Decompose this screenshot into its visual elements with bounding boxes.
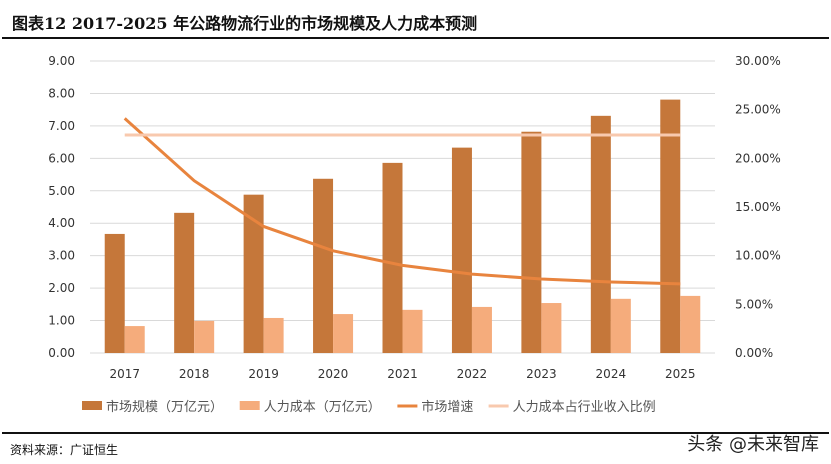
- x-tick-label: 2018: [179, 367, 210, 381]
- x-tick-label: 2020: [318, 367, 349, 381]
- legend-label: 人力成本（万亿元）: [264, 400, 381, 415]
- legend-label: 市场规模（万亿元）: [106, 399, 223, 415]
- y-right-tick-label: 15.00%: [735, 200, 781, 214]
- bar-market-size: [382, 162, 403, 353]
- y-left-tick-label: 3.00: [48, 249, 75, 263]
- bar-labor-cost: [263, 317, 284, 353]
- y-left-tick-label: 7.00: [48, 119, 75, 133]
- y-left-tick-label: 9.00: [48, 54, 75, 68]
- bar-labor-cost: [402, 309, 423, 353]
- x-tick-label: 2021: [387, 367, 418, 381]
- legend-label: 人力成本占行业收入比例: [513, 400, 656, 415]
- bar-labor-cost: [124, 326, 145, 353]
- y-left-tick-label: 2.00: [48, 281, 75, 295]
- x-tick-label: 2022: [457, 367, 488, 381]
- x-tick-label: 2019: [248, 367, 279, 381]
- watermark: 头条 @未来智库: [687, 434, 819, 455]
- footer-rule: [2, 432, 829, 434]
- line-market-growth: [123, 117, 681, 286]
- bar-labor-cost: [541, 303, 562, 353]
- x-tick-label: 2017: [109, 367, 140, 381]
- source-note: 资料来源：广证恒生: [10, 443, 119, 457]
- y-right-tick-label: 0.00%: [735, 346, 773, 360]
- bar-market-size: [104, 233, 125, 353]
- bar-labor-cost: [610, 298, 631, 353]
- bar-labor-cost: [680, 295, 701, 353]
- bar-market-size: [313, 178, 334, 353]
- x-tick-label: 2024: [596, 367, 627, 381]
- bar-market-size: [174, 212, 195, 353]
- x-tick-label: 2023: [526, 367, 557, 381]
- y-right-tick-label: 20.00%: [735, 151, 781, 165]
- y-left-tick-label: 4.00: [48, 216, 75, 230]
- bar-market-size: [590, 115, 611, 353]
- legend-swatch: [239, 401, 260, 410]
- bar-labor-cost: [333, 314, 354, 353]
- bar-market-size: [660, 99, 681, 353]
- bar-market-size: [521, 131, 542, 353]
- y-left-tick-label: 0.00: [48, 346, 75, 360]
- legend-swatch: [82, 401, 102, 410]
- y-right-tick-label: 5.00%: [735, 297, 773, 311]
- y-right-tick-label: 30.00%: [735, 54, 781, 68]
- bar-market-size: [451, 147, 472, 353]
- bar-labor-cost: [471, 306, 492, 353]
- y-right-tick-label: 25.00%: [735, 103, 781, 117]
- y-right-tick-label: 10.00%: [735, 249, 781, 263]
- y-left-tick-label: 8.00: [48, 86, 75, 100]
- legend-label: 市场增速: [421, 399, 473, 415]
- y-left-tick-label: 1.00: [48, 314, 75, 328]
- chart-title: 图表12 2017-2025 年公路物流行业的市场规模及人力成本预测: [12, 14, 478, 33]
- x-tick-label: 2025: [665, 367, 696, 381]
- bar-market-size: [243, 194, 264, 353]
- bar-labor-cost: [194, 320, 215, 353]
- y-left-tick-label: 5.00: [48, 184, 75, 198]
- y-left-tick-label: 6.00: [48, 151, 75, 165]
- title-rule: [2, 37, 829, 39]
